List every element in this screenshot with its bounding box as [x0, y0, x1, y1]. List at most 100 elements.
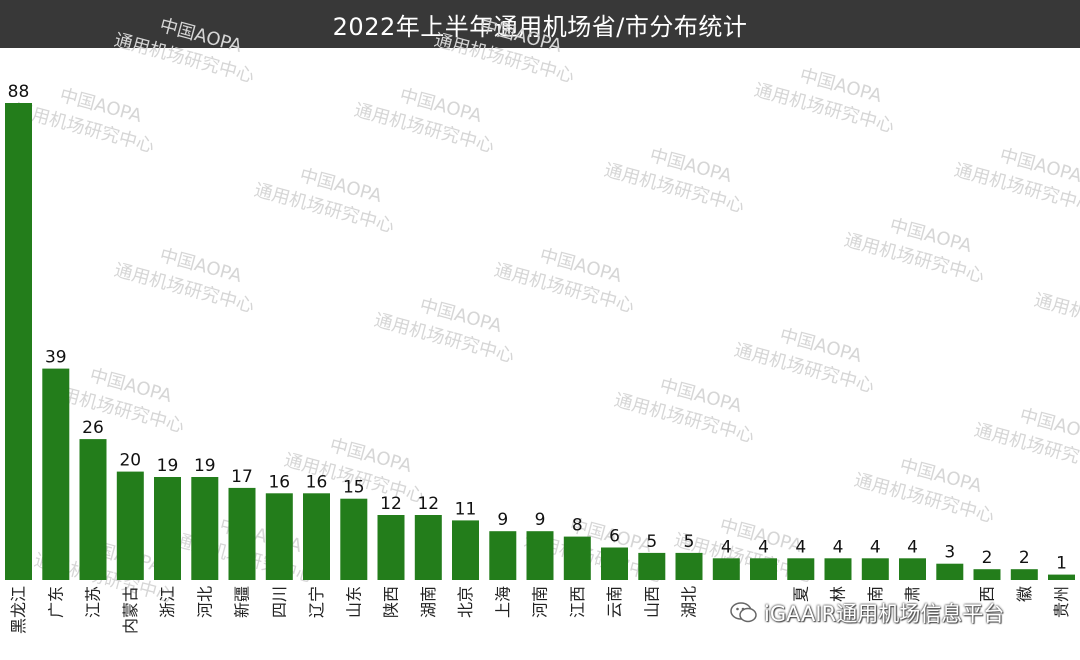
value-label: 4: [795, 537, 806, 557]
bar: [899, 558, 926, 580]
value-label: 20: [119, 451, 141, 471]
value-label: 4: [833, 537, 844, 557]
bar: [79, 439, 107, 580]
value-label: 16: [306, 472, 328, 492]
category-label: 夏: [791, 586, 810, 602]
wechat-icon: [730, 601, 758, 625]
bar: [675, 552, 703, 580]
value-label: 15: [343, 478, 365, 498]
value-label: 9: [497, 510, 508, 530]
bar: [1048, 574, 1075, 580]
bar: [228, 487, 256, 580]
chart-title: 2022年上半年通用机场省/市分布统计: [332, 12, 748, 41]
bar: [5, 103, 32, 580]
category-label: 新疆: [233, 586, 252, 618]
value-label: 8: [572, 516, 583, 536]
value-label: 26: [82, 418, 104, 438]
category-label: 江苏: [84, 586, 103, 618]
category-label: 广东: [46, 586, 65, 618]
bar: [712, 558, 740, 580]
category-label: 西: [978, 586, 997, 602]
value-label: 9: [535, 510, 546, 530]
value-label: 4: [907, 537, 918, 557]
bar: [601, 547, 628, 580]
bar: [973, 569, 1001, 580]
value-label: 3: [944, 543, 955, 563]
category-label: 山东: [344, 586, 363, 618]
category-label: 山西: [642, 586, 661, 618]
bar: [861, 558, 889, 580]
svg-text:通用机场研究中心: 通用机场研究中心: [1032, 290, 1080, 348]
title-bar: 2022年上半年通用机场省/市分布统计: [0, 0, 1080, 48]
value-label: 2: [1019, 548, 1030, 568]
bar: [787, 558, 815, 580]
value-label: 19: [157, 456, 179, 476]
category-label: 湖北: [680, 586, 699, 618]
value-label: 6: [609, 527, 620, 547]
value-label: 4: [721, 537, 732, 557]
bar: [489, 531, 517, 580]
value-label: 5: [646, 532, 657, 552]
value-label: 16: [268, 472, 290, 492]
category-label: 内蒙古: [121, 586, 140, 634]
bar: [191, 477, 219, 580]
category-label: 云南: [605, 586, 624, 618]
value-label: 1: [1056, 554, 1067, 574]
category-label: 湖南: [419, 586, 438, 618]
category-label: 北京: [456, 586, 475, 618]
bar: [154, 477, 181, 580]
bar: [42, 368, 70, 580]
value-label: 17: [231, 467, 253, 487]
bar: [303, 493, 330, 580]
value-label: 88: [8, 82, 30, 102]
category-label: 贵州: [1052, 586, 1071, 618]
footer-watermark: iGAAIR通用机场信息平台: [730, 598, 1060, 628]
value-label: 12: [417, 494, 439, 514]
category-label: 南: [866, 586, 885, 602]
category-label: 黑龙江: [9, 586, 28, 634]
value-label: 4: [758, 537, 769, 557]
category-labels-layer: 黑龙江 广东 江苏 内蒙古 浙江 河北 新疆 四川 辽宁 山东 陕西 湖南 北京 上海 河南 江西 云南 山西 湖北…: [9, 586, 1071, 634]
value-label: 5: [684, 532, 695, 552]
category-label: 林: [829, 586, 848, 602]
category-label: 河北: [195, 586, 214, 618]
category-label: 徽: [1015, 586, 1034, 602]
value-label: 2: [982, 548, 993, 568]
bar: [563, 536, 591, 580]
bar: [414, 515, 442, 580]
category-label: 辽宁: [307, 586, 326, 618]
bar: [526, 531, 554, 580]
category-label: 江西: [568, 586, 587, 618]
bar: [116, 471, 144, 580]
category-label: 肃: [903, 586, 922, 602]
category-label: 陕西: [382, 586, 401, 618]
value-label: 39: [45, 348, 67, 368]
value-label: 11: [455, 499, 477, 519]
category-label: 浙江: [158, 586, 177, 618]
value-label: 4: [870, 537, 881, 557]
category-label: 河南: [531, 586, 550, 618]
bar: [824, 558, 852, 580]
bars-layer: [5, 103, 1075, 580]
category-label: 上海: [493, 586, 512, 618]
bar: [936, 563, 964, 580]
category-label: 四川: [270, 586, 289, 618]
bar: [452, 520, 479, 580]
bar: [265, 493, 293, 580]
